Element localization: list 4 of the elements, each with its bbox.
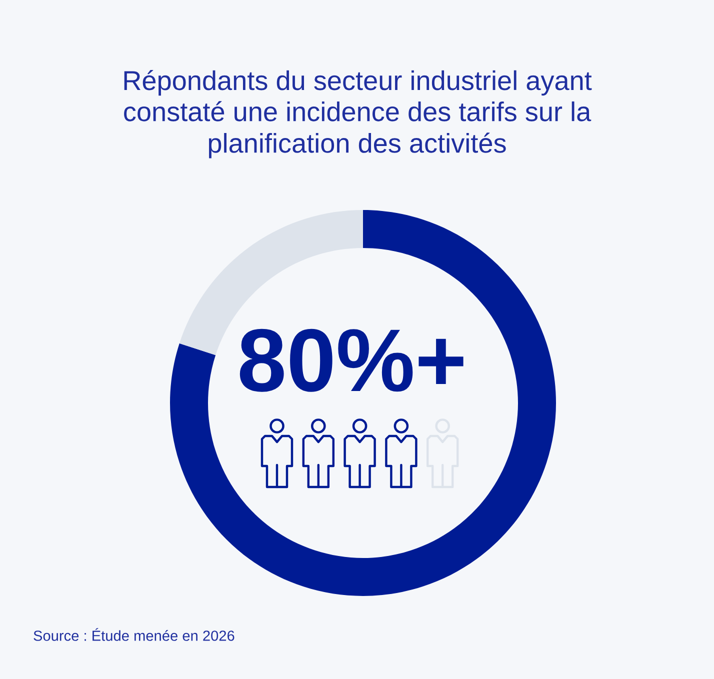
chart-title: Répondants du secteur industriel ayant constaté une incidence des tarifs sur la planification des activités [124, 70, 592, 158]
donut-slice [170, 210, 556, 596]
text: 80%+ [240, 328, 464, 392]
source-note: Source : Étude menée en 2026 [34, 628, 234, 641]
